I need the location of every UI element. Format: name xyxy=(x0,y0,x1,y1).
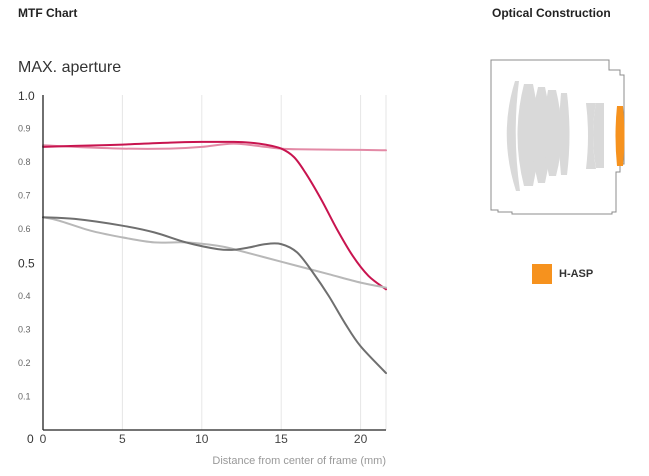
y-tick-label: 0.7 xyxy=(18,191,31,201)
mtf-chart: 0 5 10 15 20 1.0 0.9 0.8 0.7 0.6 0.5 0.4 0.3 0.2 0.10 … xyxy=(18,89,387,467)
y-tick-label: 1.0 xyxy=(18,89,35,103)
y-tick-label: 0.1 xyxy=(18,392,31,402)
x-axis-label: Distance from center of frame (mm) xyxy=(212,455,386,467)
y-tick-label: 0.4 xyxy=(18,291,31,301)
chart-axes: 0 5 10 15 20 1.0 0.9 0.8 0.7 0.6 0.5 0.4 0.3 0.2 0.1 0 xyxy=(18,89,386,446)
lens-barrel-outline xyxy=(490,59,625,215)
mtf-chart-title: MTF Chart xyxy=(18,6,78,20)
y-tick-label-zero: 0 xyxy=(27,432,34,446)
x-tick-label: 5 xyxy=(119,432,126,446)
y-tick-label: 0.3 xyxy=(18,325,31,335)
optical-construction-diagram xyxy=(490,59,625,215)
x-tick-label: 0 xyxy=(40,432,47,446)
lens-element-1 xyxy=(506,81,520,191)
aspherical-legend-label: H-ASP xyxy=(559,268,594,280)
y-tick-label: 0.2 xyxy=(18,358,31,368)
aspherical-lens-element xyxy=(615,106,625,166)
optics-legend: H-ASP xyxy=(532,264,593,284)
x-tick-label: 15 xyxy=(275,432,289,446)
lens-element-4 xyxy=(544,90,562,176)
x-tick-label: 20 xyxy=(354,432,368,446)
lens-element-2 xyxy=(517,84,539,186)
chart-series xyxy=(42,140,387,375)
series-line-sagittal-40lp xyxy=(42,142,387,152)
chart-title: MAX. aperture xyxy=(18,59,122,76)
x-tick-label: 10 xyxy=(195,432,209,446)
y-tick-label: 0.5 xyxy=(18,257,35,271)
lens-element-7 xyxy=(593,103,604,168)
optical-construction-title: Optical Construction xyxy=(492,6,611,20)
lens-element-6 xyxy=(586,103,596,169)
y-tick-label: 0.8 xyxy=(18,157,31,167)
y-tick-label: 0.6 xyxy=(18,224,31,234)
y-tick-label: 0.9 xyxy=(18,124,31,134)
aspherical-legend-swatch xyxy=(532,264,552,284)
lens-element-5 xyxy=(559,93,570,175)
series-line-sagittal-20lp xyxy=(42,216,387,289)
series-line-tangential-20lp xyxy=(42,216,387,375)
series-line-tangential-40lp xyxy=(42,140,387,291)
